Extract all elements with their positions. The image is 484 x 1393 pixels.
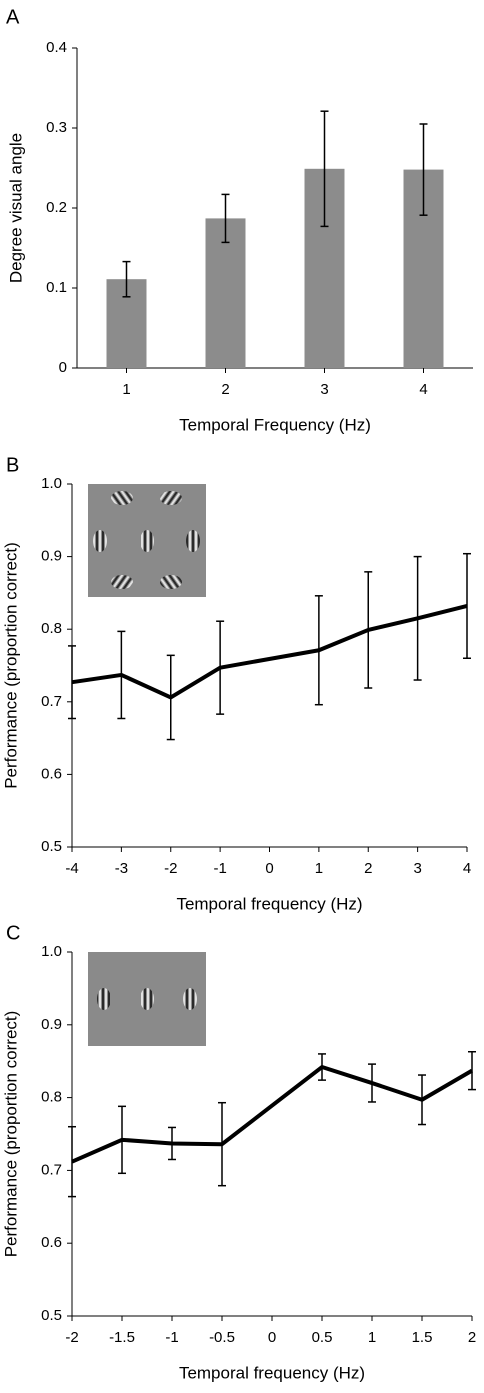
x-tick-label: 0.5 bbox=[312, 1329, 333, 1346]
y-tick-label: 0.3 bbox=[46, 119, 67, 136]
x-tick-label: 4 bbox=[463, 860, 471, 877]
panel-label: A bbox=[6, 6, 20, 28]
x-tick-label: 1 bbox=[315, 860, 323, 877]
panel-label: B bbox=[6, 454, 19, 476]
x-tick-label: 2 bbox=[364, 860, 372, 877]
x-tick-label: -1.5 bbox=[109, 1329, 135, 1346]
error-bar bbox=[122, 260, 131, 298]
y-tick-label: 0 bbox=[59, 359, 67, 376]
y-tick-label: 0.7 bbox=[41, 693, 62, 710]
y-tick-label: 0.7 bbox=[41, 1161, 62, 1178]
x-tick-label: 3 bbox=[320, 381, 328, 398]
x-tick-label: 2 bbox=[221, 381, 229, 398]
x-tick-label: -2 bbox=[164, 860, 177, 877]
x-tick-label: 4 bbox=[419, 381, 427, 398]
error-bar bbox=[320, 110, 329, 228]
x-tick-label: -1 bbox=[165, 1329, 178, 1346]
x-tick-label: 1.5 bbox=[412, 1329, 433, 1346]
y-tick-label: 0.9 bbox=[41, 1016, 62, 1033]
inset-b bbox=[88, 484, 206, 597]
y-tick-label: 0.8 bbox=[41, 1089, 62, 1106]
x-tick-label: 3 bbox=[413, 860, 421, 877]
error-bar bbox=[419, 123, 428, 216]
y-tick-label: 0.1 bbox=[46, 279, 67, 296]
x-axis-title: Temporal frequency (Hz) bbox=[176, 894, 362, 913]
y-axis-title: Performance (proportion correct) bbox=[1, 542, 20, 789]
x-axis-title: Temporal frequency (Hz) bbox=[179, 1363, 365, 1382]
x-tick-label: 0 bbox=[265, 860, 273, 877]
y-tick-label: 0.2 bbox=[46, 199, 67, 216]
x-tick-label: -1 bbox=[213, 860, 226, 877]
x-tick-label: -3 bbox=[115, 860, 128, 877]
y-tick-label: 0.9 bbox=[41, 548, 62, 565]
x-tick-label: 1 bbox=[122, 381, 130, 398]
y-tick-label: 0.4 bbox=[46, 39, 67, 56]
error-bar bbox=[68, 1125, 76, 1198]
inset-c bbox=[88, 952, 206, 1046]
error-bar bbox=[221, 193, 230, 244]
x-tick-label: -0.5 bbox=[209, 1329, 235, 1346]
y-tick-label: 0.6 bbox=[41, 1234, 62, 1251]
y-axis-title: Performance (proportion correct) bbox=[1, 1011, 20, 1258]
bar bbox=[205, 218, 246, 368]
data-line bbox=[71, 604, 468, 700]
y-tick-label: 1.0 bbox=[41, 475, 62, 492]
y-axis-title: Degree visual angle bbox=[6, 133, 25, 283]
x-tick-label: -2 bbox=[65, 1329, 78, 1346]
y-tick-label: 0.6 bbox=[41, 765, 62, 782]
data-line bbox=[71, 1065, 474, 1164]
x-tick-label: 0 bbox=[268, 1329, 276, 1346]
y-tick-label: 0.5 bbox=[41, 838, 62, 855]
y-tick-label: 1.0 bbox=[41, 943, 62, 960]
x-tick-label: 1 bbox=[368, 1329, 376, 1346]
y-tick-label: 0.8 bbox=[41, 620, 62, 637]
x-axis-title: Temporal Frequency (Hz) bbox=[179, 415, 371, 434]
x-tick-label: 2 bbox=[468, 1329, 476, 1346]
x-tick-label: -4 bbox=[65, 860, 78, 877]
panel-label: C bbox=[6, 922, 20, 944]
y-tick-label: 0.5 bbox=[41, 1307, 62, 1324]
